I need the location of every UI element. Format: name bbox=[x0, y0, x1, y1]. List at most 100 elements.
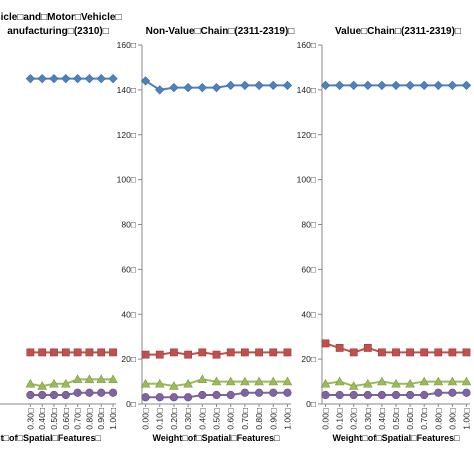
data-point bbox=[377, 376, 387, 386]
y-tick-label: 160□ bbox=[117, 40, 136, 50]
x-tick-label: 0.40□ bbox=[377, 408, 387, 430]
y-tick-label: 160□ bbox=[297, 40, 316, 50]
data-point bbox=[96, 74, 106, 84]
y-tick-label: 80□ bbox=[301, 220, 316, 230]
x-tick-label: 0.10□ bbox=[155, 408, 165, 430]
data-point bbox=[225, 376, 236, 386]
data-point bbox=[60, 378, 71, 388]
y-tick-label: 60□ bbox=[121, 264, 136, 274]
data-point bbox=[269, 348, 278, 357]
x-tick-label: 0.60□ bbox=[405, 408, 415, 430]
data-point bbox=[198, 348, 207, 357]
data-point bbox=[61, 74, 71, 84]
data-point bbox=[320, 378, 331, 388]
data-point bbox=[321, 339, 330, 348]
data-point bbox=[25, 378, 36, 388]
data-point bbox=[61, 348, 70, 357]
chart-title-line: hicle□and□Motor□Vehicle□ bbox=[0, 12, 121, 23]
data-point bbox=[154, 378, 165, 388]
data-point bbox=[72, 374, 83, 384]
data-point bbox=[321, 390, 330, 400]
x-tick-label: 0.00□ bbox=[321, 408, 331, 430]
data-point bbox=[269, 388, 278, 397]
data-point bbox=[72, 74, 83, 84]
data-point bbox=[335, 390, 344, 400]
data-point bbox=[109, 348, 117, 357]
data-point bbox=[212, 350, 221, 359]
data-point bbox=[254, 388, 264, 397]
x-axis-label: ht□of□Spatial□Features□ bbox=[0, 433, 101, 443]
data-point bbox=[462, 348, 471, 357]
data-point bbox=[73, 388, 82, 397]
data-point bbox=[170, 348, 178, 357]
x-tick-label: 0.70□ bbox=[419, 408, 429, 430]
data-point bbox=[461, 80, 472, 91]
y-tick-label: 100□ bbox=[117, 175, 136, 185]
x-tick-label: 0.30□ bbox=[363, 408, 373, 430]
data-point bbox=[282, 80, 293, 91]
data-point bbox=[420, 348, 429, 357]
data-point bbox=[38, 390, 47, 400]
data-point bbox=[184, 393, 193, 402]
data-point bbox=[140, 378, 151, 388]
data-point bbox=[392, 348, 400, 357]
data-point bbox=[141, 393, 150, 402]
data-point bbox=[334, 80, 345, 91]
data-point bbox=[334, 376, 345, 386]
y-tick-label: 120□ bbox=[297, 130, 316, 140]
data-point bbox=[108, 374, 118, 384]
x-tick-label: 0.50□ bbox=[49, 408, 59, 430]
x-tick-label: 0.30□ bbox=[183, 408, 193, 430]
data-point bbox=[198, 390, 207, 400]
data-point bbox=[377, 390, 387, 400]
data-point bbox=[283, 348, 292, 357]
y-tick-label: 40□ bbox=[301, 309, 316, 319]
x-tick-label: 0.40□ bbox=[37, 408, 47, 430]
x-axis-label: Weight□of□Spatial□Features□ bbox=[152, 433, 280, 443]
data-point bbox=[169, 393, 179, 402]
data-point bbox=[183, 83, 193, 93]
y-tick-label: 20□ bbox=[301, 354, 316, 364]
y-tick-label: 0□ bbox=[126, 399, 136, 409]
x-tick-label: 0.30□ bbox=[25, 408, 35, 430]
data-point bbox=[141, 350, 150, 359]
y-tick-label: 120□ bbox=[117, 130, 136, 140]
data-point bbox=[283, 388, 292, 397]
data-point bbox=[391, 390, 401, 400]
x-tick-label: 0.70□ bbox=[240, 408, 250, 430]
data-point bbox=[97, 388, 106, 397]
data-point bbox=[377, 80, 387, 91]
data-point bbox=[50, 348, 58, 357]
data-point bbox=[255, 348, 263, 357]
data-point bbox=[85, 348, 94, 357]
x-tick-label: 0.00□ bbox=[141, 408, 151, 430]
data-point bbox=[405, 80, 415, 91]
y-tick-label: 60□ bbox=[301, 264, 316, 274]
data-point bbox=[349, 390, 358, 400]
chart-panel-1: hicle□and□Motor□Vehicle□ anufacturing□(23… bbox=[0, 12, 121, 443]
data-point bbox=[73, 348, 82, 357]
data-point bbox=[155, 85, 165, 95]
data-point bbox=[85, 388, 94, 397]
data-point bbox=[84, 374, 95, 384]
x-tick-label: 0.40□ bbox=[197, 408, 207, 430]
x-tick-label: 0.90□ bbox=[96, 408, 106, 430]
data-point bbox=[169, 83, 179, 93]
x-tick-label: 1.00□ bbox=[461, 408, 471, 430]
x-tick-label: 0.60□ bbox=[226, 408, 236, 430]
data-point bbox=[419, 376, 430, 386]
x-tick-label: 0.50□ bbox=[212, 408, 222, 430]
data-point bbox=[419, 80, 429, 91]
data-point bbox=[108, 388, 118, 397]
x-axis-label: Weight□of□Spatial□Features□ bbox=[332, 433, 460, 443]
x-tick-label: 0.80□ bbox=[433, 408, 443, 430]
data-point bbox=[433, 376, 444, 386]
x-tick-label: 0.20□ bbox=[169, 408, 179, 430]
chart-title-line: Value□Chain□(2311-2319)□ bbox=[335, 26, 461, 37]
data-point bbox=[448, 388, 457, 397]
data-point bbox=[461, 376, 472, 386]
data-point bbox=[434, 388, 443, 397]
x-tick-label: 0.70□ bbox=[73, 408, 83, 430]
data-point bbox=[268, 376, 279, 386]
data-point bbox=[447, 80, 458, 91]
